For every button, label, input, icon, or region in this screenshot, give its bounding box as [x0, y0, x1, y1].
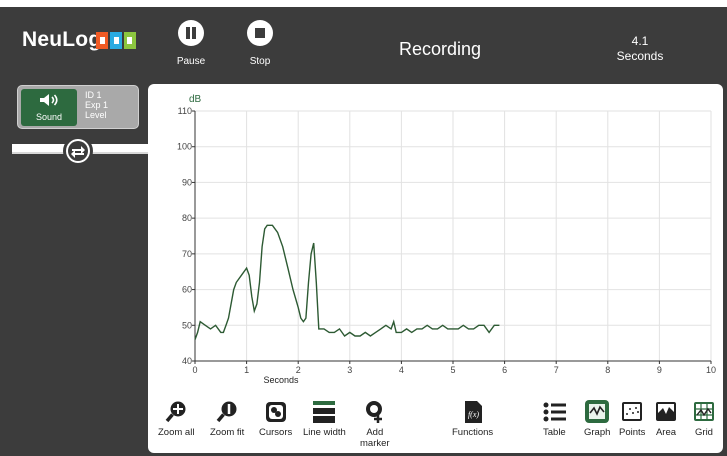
- sensor-mode: Level: [85, 110, 107, 120]
- stop-label: Stop: [249, 56, 271, 67]
- x-tick-label: 0: [192, 365, 197, 375]
- graph-panel: [148, 84, 723, 453]
- y-tick-label: 50: [182, 320, 192, 330]
- top-bar: NeuLog Pause Stop Recording 4.1 Seconds: [0, 7, 727, 84]
- x-tick-label: 1: [244, 365, 249, 375]
- points-label: Points: [619, 427, 646, 438]
- pause-label: Pause: [176, 56, 206, 67]
- points-icon: [621, 400, 643, 424]
- x-tick-label: 2: [296, 365, 301, 375]
- area-button[interactable]: Area: [655, 400, 677, 438]
- chart-ticks: 40 50 60 70 80 90 100 110 0 1 2 3 4 5 6 7 8 9 10: [177, 106, 716, 375]
- sensor-name: Sound: [35, 112, 63, 122]
- table-list-icon: [543, 400, 567, 424]
- series-line: [194, 224, 500, 340]
- sensor-module-sound[interactable]: Sound ID 1 Exp 1 Level: [17, 85, 139, 129]
- sensor-badge: Sound: [21, 89, 77, 126]
- zoom-all-icon: [165, 400, 187, 424]
- line-width-button[interactable]: Line width: [303, 400, 346, 438]
- swap-button[interactable]: [63, 136, 93, 166]
- cursors-label: Cursors: [259, 427, 293, 438]
- grid-label: Grid: [695, 427, 713, 438]
- graph-icon: [586, 400, 608, 424]
- line-width-icon: [309, 400, 339, 424]
- stop-icon: [247, 20, 273, 46]
- y-axis-label: dB: [189, 94, 202, 105]
- pause-button[interactable]: Pause: [166, 20, 216, 67]
- y-tick-label: 80: [182, 213, 192, 223]
- area-icon: [655, 400, 677, 424]
- y-tick-label: 110: [178, 106, 192, 116]
- line-width-label: Line width: [303, 427, 346, 438]
- x-axis-label: Seconds: [263, 375, 299, 384]
- graph-label: Graph: [584, 427, 611, 438]
- y-tick-label: 90: [182, 177, 192, 187]
- brand-logo-text: NeuLog: [22, 28, 102, 51]
- functions-label: Functions: [452, 427, 494, 438]
- zoom-all-label: Zoom all: [158, 427, 195, 438]
- cursors-button[interactable]: Cursors: [259, 400, 292, 438]
- svg-text:f(x): f(x): [468, 410, 479, 419]
- y-tick-label: 60: [182, 285, 192, 295]
- y-tick-label: 100: [177, 142, 192, 152]
- grid-toggle-button[interactable]: Grid: [693, 400, 715, 438]
- y-tick-label: 70: [182, 249, 192, 259]
- chart-grid: [194, 110, 712, 362]
- table-label: Table: [543, 427, 566, 438]
- sound-level-chart: 40 50 60 70 80 90 100 110 0 1 2 3 4 5 6 7 8 9 10 dB Second…: [177, 94, 716, 384]
- pause-icon: [178, 20, 204, 46]
- x-tick-label: 6: [502, 365, 507, 375]
- grid-icon: [693, 400, 715, 424]
- zoom-all-button[interactable]: Zoom all: [158, 400, 194, 438]
- points-button[interactable]: Points: [619, 400, 645, 438]
- elapsed-time: 4.1 Seconds: [600, 34, 680, 64]
- x-tick-label: 9: [657, 365, 662, 375]
- add-marker-label-line2: marker: [360, 438, 390, 449]
- add-marker-label-line1: Add: [366, 427, 384, 438]
- sidebar-panel: [12, 152, 148, 449]
- zoom-fit-label: Zoom fit: [210, 427, 245, 438]
- add-marker-button[interactable]: Add marker: [360, 400, 390, 449]
- elapsed-time-unit: Seconds: [616, 49, 664, 63]
- x-tick-label: 4: [399, 365, 404, 375]
- area-label: Area: [655, 427, 677, 438]
- zoom-fit-icon: [216, 400, 238, 424]
- speaker-icon: [21, 93, 77, 109]
- cursors-icon: [265, 400, 287, 424]
- zoom-fit-button[interactable]: Zoom fit: [210, 400, 244, 438]
- x-tick-label: 10: [706, 365, 716, 375]
- functions-button[interactable]: f(x) Functions: [452, 400, 493, 438]
- add-marker-icon: [364, 400, 386, 424]
- stop-button[interactable]: Stop: [235, 20, 285, 67]
- recording-status: Recording: [398, 39, 482, 59]
- sensor-info: ID 1 Exp 1 Level: [85, 90, 108, 120]
- brand-logo-mark: [96, 32, 136, 49]
- x-tick-label: 5: [450, 365, 455, 375]
- x-tick-label: 7: [554, 365, 559, 375]
- y-tick-label: 40: [182, 356, 192, 366]
- elapsed-time-value: 4.1: [631, 34, 649, 48]
- sensor-id: ID 1: [85, 90, 102, 100]
- x-tick-label: 3: [347, 365, 352, 375]
- functions-icon: f(x): [462, 400, 484, 424]
- sensor-exp: Exp 1: [85, 100, 109, 110]
- graph-button[interactable]: Graph: [584, 400, 610, 438]
- swap-icon: [68, 141, 88, 161]
- table-button[interactable]: Table: [543, 400, 567, 438]
- x-tick-label: 8: [605, 365, 610, 375]
